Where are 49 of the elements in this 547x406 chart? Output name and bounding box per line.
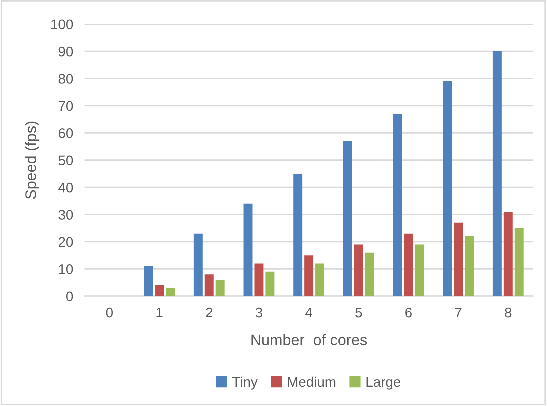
bar [144,266,154,296]
bar [204,274,214,296]
bar [365,252,374,296]
x-tick-label: 4 [306,308,313,318]
bar [194,234,203,296]
y-tick-label: 20 [58,237,74,248]
bar [443,81,452,296]
y-tick-label: 80 [58,74,74,84]
y-tick-label: 0 [66,292,74,302]
x-tick-label: 2 [206,308,213,318]
y-tick-label: 10 [59,264,74,274]
bar [404,234,414,296]
y-tick-label: 60 [58,128,74,138]
x-tick-label: 5 [356,308,362,318]
y-tick-label: 70 [58,101,74,112]
y-tick-label: 100 [52,20,74,30]
y-tick-label: 90 [58,46,74,57]
bar [304,256,314,296]
bar [393,114,402,296]
x-tick-label: 8 [505,308,512,318]
x-tick-label: 6 [406,308,412,318]
y-tick-label: 30 [58,210,74,220]
bar [343,141,352,296]
bar [266,272,275,296]
legend-label: Medium [288,376,336,388]
bar [216,280,225,296]
y-tick-label: 50 [58,156,74,166]
legend-label: Tiny [232,376,258,390]
bar [244,204,253,296]
bar [415,244,424,296]
x-axis-title: Number of cores [252,334,368,346]
bar [166,288,175,296]
bar [492,52,502,296]
bar [504,212,513,296]
bar [294,174,303,296]
x-tick-label: 7 [455,308,462,318]
y-axis-title: Speed (fps) [25,122,40,200]
bar [155,286,164,296]
x-tick-label: 1 [156,308,163,318]
x-tick-label: 3 [256,308,262,318]
bar [514,228,524,296]
legend-label: Large [366,377,401,390]
bar [354,244,364,296]
bar [465,236,474,296]
bar [454,222,464,296]
bar [254,264,264,296]
bar [316,264,325,296]
x-tick-label: 0 [106,308,114,318]
y-tick-label: 40 [58,182,74,193]
